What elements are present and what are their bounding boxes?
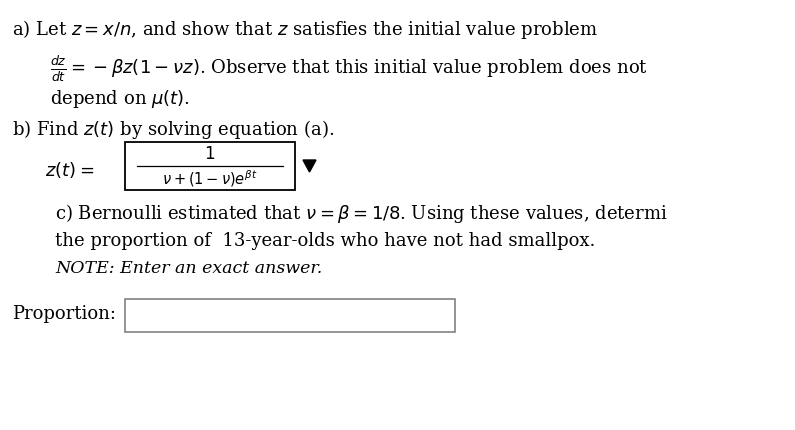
Bar <box>125 299 455 332</box>
Text: c) Bernoulli estimated that $\nu = \beta = 1/8$. Using these values, determi: c) Bernoulli estimated that $\nu = \beta… <box>55 202 668 225</box>
Text: a) Let $z = x/n$, and show that $z$ satisfies the initial value problem: a) Let $z = x/n$, and show that $z$ sati… <box>12 18 598 41</box>
Text: Proportion:: Proportion: <box>12 305 116 323</box>
Polygon shape <box>303 160 316 172</box>
Text: the proportion of  13-year-olds who have not had smallpox.: the proportion of 13-year-olds who have … <box>55 232 595 250</box>
Text: b) Find $z(t)$ by solving equation (a).: b) Find $z(t)$ by solving equation (a). <box>12 118 334 141</box>
Text: NOTE: Enter an exact answer.: NOTE: Enter an exact answer. <box>55 260 322 277</box>
Text: $1$: $1$ <box>204 147 215 163</box>
Text: $z(t) =$: $z(t) =$ <box>45 160 95 180</box>
Text: depend on $\mu(t)$.: depend on $\mu(t)$. <box>50 88 190 110</box>
Text: $\frac{dz}{dt} = -\beta z(1 - \nu z)$. Observe that this initial value problem d: $\frac{dz}{dt} = -\beta z(1 - \nu z)$. O… <box>50 54 648 84</box>
Text: $\nu+(1-\nu)e^{\beta t}$: $\nu+(1-\nu)e^{\beta t}$ <box>162 169 258 189</box>
Bar <box>125 142 295 190</box>
